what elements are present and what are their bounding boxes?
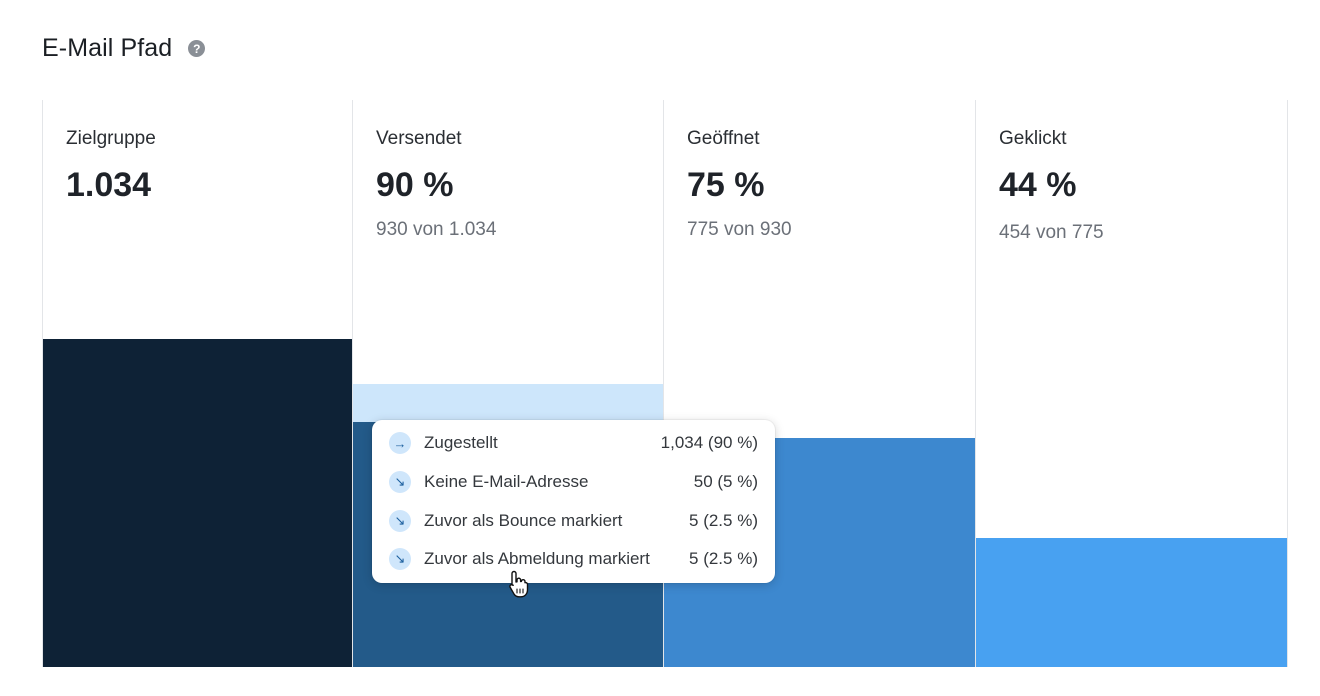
funnel-step-label: Geöffnet	[687, 128, 760, 149]
funnel-step-zielgruppe[interactable]: Zielgruppe 1.034	[42, 100, 353, 667]
funnel-bar-versendet-highlight[interactable]	[353, 384, 664, 422]
arrow-down-right-icon: ↘	[389, 471, 411, 493]
tooltip-row-value: 50 (5 %)	[693, 472, 758, 491]
funnel-step-value: 90 %	[376, 166, 454, 204]
funnel-step-value: 75 %	[687, 166, 765, 204]
funnel-step-value: 1.034	[66, 166, 152, 204]
tooltip-row-zugestellt: → Zugestellt 1,034 (90 %)	[389, 431, 758, 455]
tooltip-row-bounce: ↘ Zuvor als Bounce markiert 5 (2.5 %)	[389, 509, 758, 533]
tooltip-row-value: 5 (2.5 %)	[689, 511, 758, 530]
tooltip-row-label: Zuvor als Bounce markiert	[424, 511, 623, 530]
arrow-right-icon: →	[389, 432, 411, 454]
delivery-breakdown-tooltip: → Zugestellt 1,034 (90 %) ↘ Keine E-Mail…	[372, 420, 775, 583]
tooltip-row-label: Zugestellt	[424, 433, 498, 452]
help-icon[interactable]: ?	[188, 40, 206, 57]
funnel-step-detail: 930 von 1.034	[376, 219, 497, 240]
arrow-down-right-icon: ↘	[389, 548, 411, 570]
tooltip-row-label: Keine E-Mail-Adresse	[424, 472, 589, 491]
tooltip-row-value: 5 (2.5 %)	[689, 549, 758, 568]
arrow-down-right-icon: ↘	[389, 510, 411, 532]
funnel-bar-geklickt[interactable]	[976, 538, 1287, 667]
tooltip-row-label: Zuvor als Abmeldung markiert	[424, 549, 650, 568]
funnel-bar-zielgruppe[interactable]	[43, 339, 353, 667]
tooltip-row-abmeldung: ↘ Zuvor als Abmeldung markiert 5 (2.5 %)	[389, 547, 758, 571]
funnel-step-label: Geklickt	[999, 128, 1067, 149]
funnel-step-label: Zielgruppe	[66, 128, 156, 149]
funnel-step-label: Versendet	[376, 128, 462, 149]
tooltip-row-keine-email: ↘ Keine E-Mail-Adresse 50 (5 %)	[389, 470, 758, 494]
section-header: E-Mail Pfad ?	[42, 34, 206, 63]
section-title: E-Mail Pfad	[42, 34, 173, 62]
hand-pointer-cursor-icon	[509, 570, 529, 598]
funnel-step-detail: 454 von 775	[999, 222, 1104, 243]
tooltip-row-value: 1,034 (90 %)	[660, 433, 758, 452]
funnel-step-detail: 775 von 930	[687, 219, 792, 240]
funnel-step-geklickt[interactable]: Geklickt 44 % 454 von 775	[975, 100, 1288, 667]
funnel-step-value: 44 %	[999, 166, 1077, 204]
